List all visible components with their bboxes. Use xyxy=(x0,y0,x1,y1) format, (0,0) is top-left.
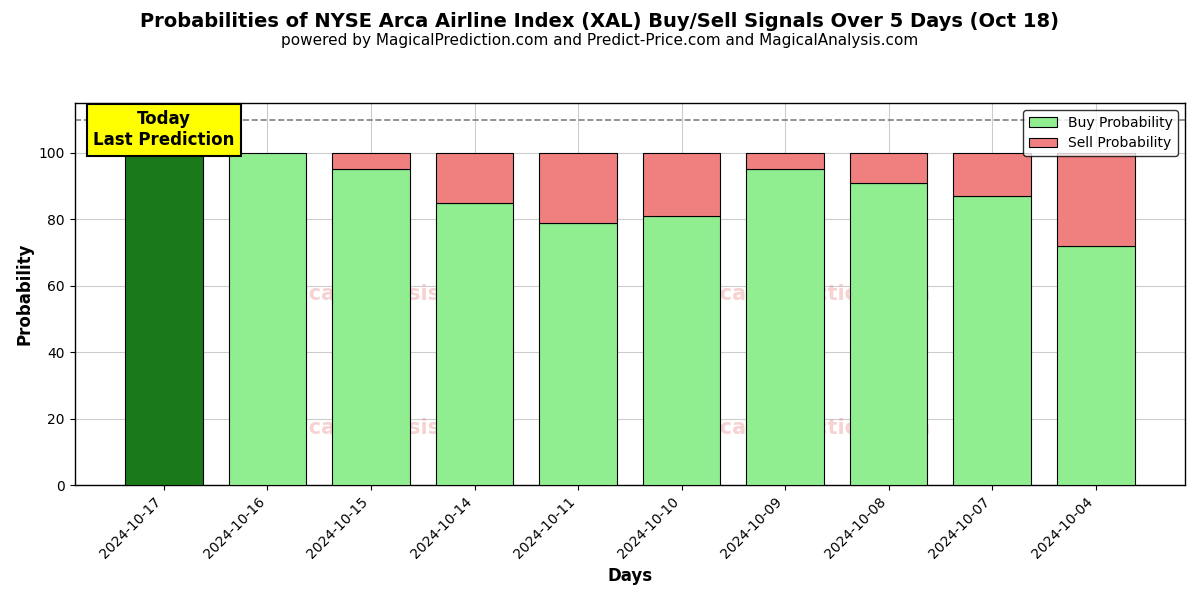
Bar xyxy=(746,169,824,485)
Bar xyxy=(229,153,306,485)
Text: Today
Last Prediction: Today Last Prediction xyxy=(94,110,235,149)
Text: MagicalAnalysis.com: MagicalAnalysis.com xyxy=(252,418,497,438)
Y-axis label: Probability: Probability xyxy=(16,243,34,346)
Bar xyxy=(643,216,720,485)
Bar xyxy=(953,196,1031,485)
Bar xyxy=(332,153,410,169)
Text: Probabilities of NYSE Arca Airline Index (XAL) Buy/Sell Signals Over 5 Days (Oct: Probabilities of NYSE Arca Airline Index… xyxy=(140,12,1060,31)
Bar xyxy=(746,153,824,169)
Legend: Buy Probability, Sell Probability: Buy Probability, Sell Probability xyxy=(1024,110,1178,156)
Text: MagicalPrediction.com: MagicalPrediction.com xyxy=(662,284,930,304)
Bar xyxy=(850,183,928,485)
Bar xyxy=(125,153,203,485)
X-axis label: Days: Days xyxy=(607,567,653,585)
Bar xyxy=(1057,153,1134,246)
Bar xyxy=(436,153,514,203)
Bar xyxy=(539,153,617,223)
Bar xyxy=(850,153,928,183)
Bar xyxy=(436,203,514,485)
Bar xyxy=(539,223,617,485)
Bar xyxy=(643,153,720,216)
Bar xyxy=(1057,246,1134,485)
Text: MagicalAnalysis.com: MagicalAnalysis.com xyxy=(252,284,497,304)
Text: MagicalPrediction.com: MagicalPrediction.com xyxy=(662,418,930,438)
Bar xyxy=(332,169,410,485)
Bar xyxy=(953,153,1031,196)
Text: powered by MagicalPrediction.com and Predict-Price.com and MagicalAnalysis.com: powered by MagicalPrediction.com and Pre… xyxy=(281,33,919,48)
